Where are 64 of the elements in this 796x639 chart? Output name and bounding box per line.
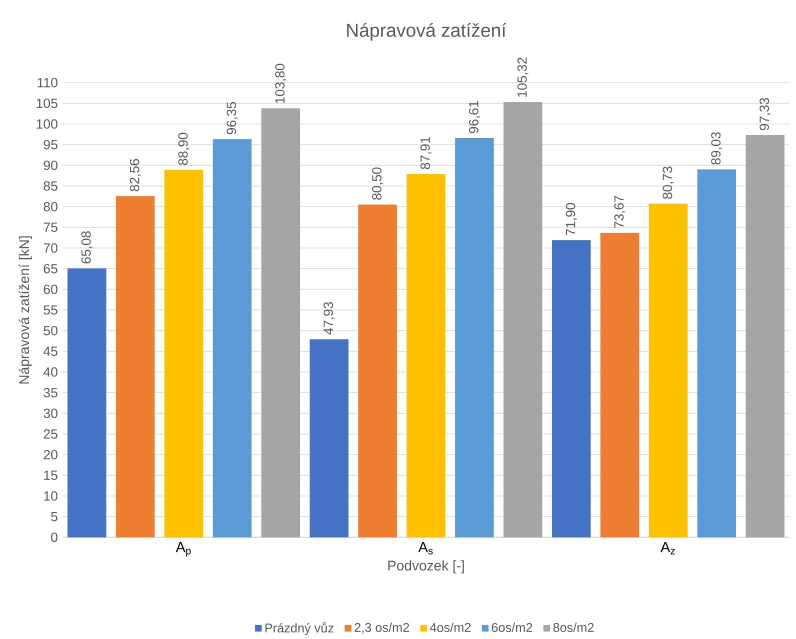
data-label: 96,35 [226, 102, 238, 134]
y-axis-title: Nápravová zatížení [kN] [18, 236, 32, 384]
bar [600, 232, 640, 538]
y-tick-label: 5 [51, 512, 58, 522]
legend-label: 2,3 os/m2 [354, 622, 410, 634]
bar [504, 102, 542, 538]
data-label: 47,93 [324, 302, 335, 335]
data-label: 73,67 [614, 196, 626, 228]
bar [746, 135, 784, 538]
legend-label: 4os/m2 [430, 622, 471, 632]
y-tick-label: 0 [51, 532, 58, 542]
y-tick-label: 110 [38, 78, 58, 88]
bar [68, 268, 106, 538]
data-label: 103,80 [275, 64, 286, 104]
x-tick-label: A$_{p}$ [176, 542, 191, 557]
y-tick-label: 30 [44, 408, 58, 418]
y-tick-label: 20 [44, 450, 58, 460]
y-tick-label: 45 [43, 346, 58, 356]
y-tick-label: 25 [44, 429, 58, 439]
data-label: 97,33 [760, 98, 771, 130]
y-tick-label: 80 [44, 202, 58, 212]
x-tick-label: A$_{s}$ [418, 542, 433, 555]
data-label: 105,32 [517, 58, 528, 97]
legend-label: 6os/m2 [492, 622, 532, 632]
data-label: 96,61 [468, 101, 480, 134]
bar [358, 204, 397, 538]
y-tick-label: 55 [44, 306, 58, 315]
bar [552, 240, 591, 538]
legend-label: Prázdný vůz [265, 622, 334, 636]
data-label: 80,73 [662, 166, 674, 199]
legend-label: 8os/m2 [553, 622, 594, 632]
y-tick-label: 100 [36, 119, 58, 129]
bar [212, 139, 252, 538]
y-tick-label: 85 [44, 181, 58, 191]
data-label: 80,50 [372, 168, 384, 200]
bar [116, 196, 155, 538]
y-tick-label: 75 [44, 222, 58, 232]
bar [697, 170, 736, 538]
bar [648, 204, 688, 538]
y-tick-label: 10 [44, 491, 58, 501]
data-label: 71,90 [566, 203, 577, 236]
bar [164, 170, 204, 538]
y-tick-label: 15 [44, 470, 58, 480]
data-label: 65,08 [81, 231, 92, 264]
bar [406, 174, 446, 538]
y-tick-label: 65 [44, 264, 58, 274]
x-tick-label: A$_{z}$ [660, 542, 675, 554]
bar [455, 138, 494, 538]
x-axis-title: Podvozek [-] [388, 560, 464, 574]
y-tick-label: 60 [44, 284, 58, 294]
data-label: 88,90 [178, 132, 190, 166]
y-tick-label: 90 [44, 160, 58, 170]
data-label: 82,56 [130, 159, 141, 192]
y-tick-label: 50 [44, 326, 58, 336]
y-tick-label: 70 [44, 243, 58, 253]
y-tick-label: 35 [44, 388, 58, 398]
y-tick-label: 95 [44, 140, 58, 150]
bar [261, 108, 300, 538]
data-label: 89,03 [711, 132, 722, 165]
y-tick-label: 40 [43, 367, 58, 377]
chart-title: Nápravová zatížení [347, 23, 506, 41]
y-tick-label: 105 [36, 98, 58, 108]
data-label: 87,91 [420, 137, 432, 170]
bar [310, 339, 348, 538]
